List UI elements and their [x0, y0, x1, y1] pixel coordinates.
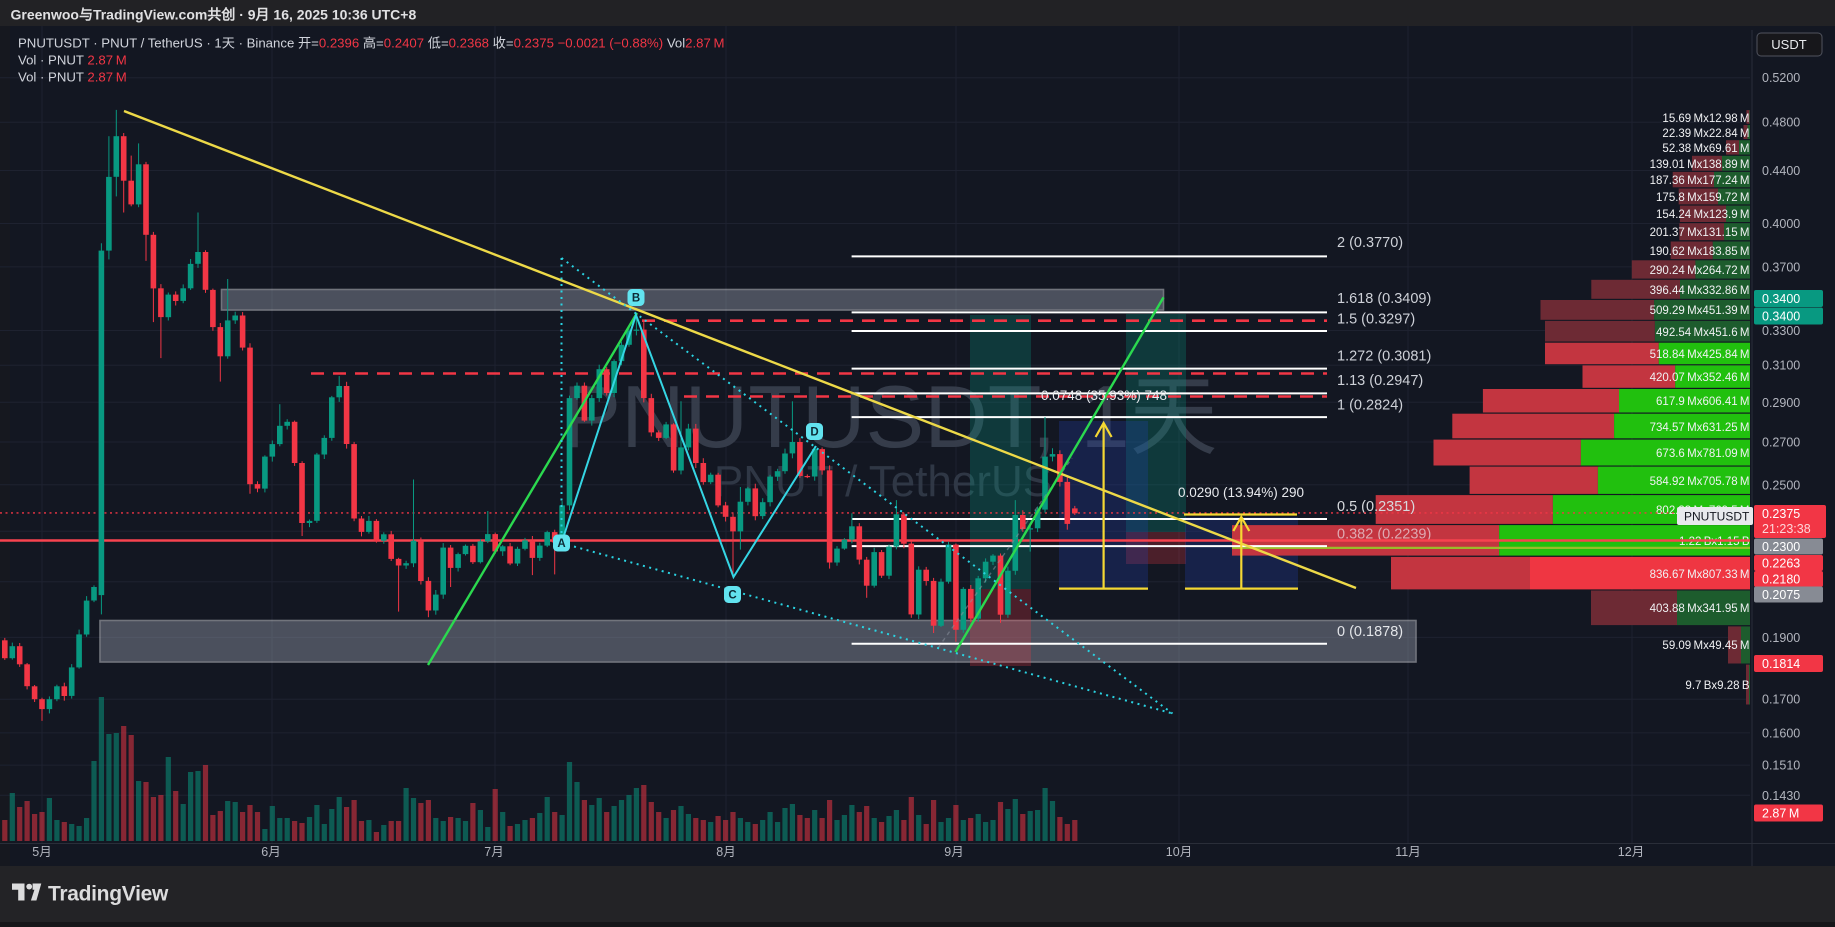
svg-text:509.29 Mx451.39 M: 509.29 Mx451.39 M	[1650, 305, 1750, 317]
svg-text:B: B	[632, 293, 640, 305]
svg-text:7月: 7月	[484, 845, 503, 859]
svg-text:584.92 Mx705.78 M: 584.92 Mx705.78 M	[1650, 476, 1750, 488]
svg-text:21:23:38: 21:23:38	[1762, 522, 1811, 536]
svg-text:0.3300: 0.3300	[1762, 324, 1800, 338]
svg-text:290.24 Mx264.72 M: 290.24 Mx264.72 M	[1650, 265, 1750, 277]
svg-text:673.6 Mx781.09 M: 673.6 Mx781.09 M	[1656, 448, 1749, 460]
svg-text:0.3400: 0.3400	[1762, 310, 1800, 324]
svg-text:0 (0.1878): 0 (0.1878)	[1337, 624, 1403, 640]
svg-text:1.5 (0.3297): 1.5 (0.3297)	[1337, 312, 1415, 328]
svg-text:1.22 Bx1.15 B: 1.22 Bx1.15 B	[1679, 536, 1750, 548]
svg-text:9.7 Bx9.28 B: 9.7 Bx9.28 B	[1685, 680, 1749, 692]
svg-text:59.09 Mx49.45 M: 59.09 Mx49.45 M	[1662, 640, 1749, 652]
svg-text:1.618 (0.3409): 1.618 (0.3409)	[1337, 291, 1431, 307]
svg-text:836.67 Mx807.33 M: 836.67 Mx807.33 M	[1650, 569, 1750, 581]
svg-text:0.5200: 0.5200	[1762, 71, 1800, 85]
svg-text:2 (0.3770): 2 (0.3770)	[1337, 235, 1403, 251]
svg-text:PNUTUSDT: PNUTUSDT	[1684, 510, 1750, 524]
svg-text:Vol · PNUT 2.87 M: Vol · PNUT 2.87 M	[18, 53, 127, 68]
svg-text:0.4800: 0.4800	[1762, 116, 1800, 130]
svg-text:A: A	[557, 538, 565, 550]
svg-text:2.87 M: 2.87 M	[1762, 807, 1799, 821]
svg-text:Greenwoo与TradingView.com共创 · 9: Greenwoo与TradingView.com共创 · 9月 16, 2025…	[11, 7, 417, 23]
svg-text:0.1430: 0.1430	[1762, 789, 1800, 803]
svg-text:12月: 12月	[1618, 845, 1644, 859]
svg-text:10月: 10月	[1166, 845, 1192, 859]
svg-text:0.1900: 0.1900	[1762, 631, 1800, 645]
svg-text:420.07 Mx352.46 M: 420.07 Mx352.46 M	[1650, 372, 1750, 384]
svg-text:0.2180: 0.2180	[1762, 573, 1800, 587]
svg-text:0.1600: 0.1600	[1762, 726, 1800, 740]
svg-text:0.2263: 0.2263	[1762, 557, 1800, 571]
svg-text:0.2300: 0.2300	[1762, 540, 1800, 554]
svg-text:492.54 Mx451.6 M: 492.54 Mx451.6 M	[1656, 327, 1749, 339]
svg-text:52.38 Mx69.61 M: 52.38 Mx69.61 M	[1662, 143, 1749, 155]
svg-text:403.88 Mx341.95 M: 403.88 Mx341.95 M	[1650, 603, 1750, 615]
svg-text:154.24 Mx123.9 M: 154.24 Mx123.9 M	[1656, 209, 1749, 221]
svg-text:0.4000: 0.4000	[1762, 217, 1800, 231]
svg-text:6月: 6月	[261, 845, 280, 859]
svg-text:11月: 11月	[1395, 845, 1420, 859]
svg-text:C: C	[728, 590, 736, 602]
svg-text:0.0748 (35.93%) 748: 0.0748 (35.93%) 748	[1041, 388, 1167, 403]
svg-text:0.2500: 0.2500	[1762, 478, 1800, 492]
svg-text:175.8 Mx159.72 M: 175.8 Mx159.72 M	[1656, 192, 1749, 204]
svg-text:0.2900: 0.2900	[1762, 396, 1800, 410]
svg-text:15.69 Mx12.98 M: 15.69 Mx12.98 M	[1662, 113, 1749, 125]
svg-text:Vol · PNUT 2.87 M: Vol · PNUT 2.87 M	[18, 70, 127, 85]
svg-text:TradingView: TradingView	[48, 883, 169, 906]
svg-text:1 (0.2824): 1 (0.2824)	[1337, 398, 1403, 414]
svg-text:201.37 Mx131.15 M: 201.37 Mx131.15 M	[1650, 227, 1750, 239]
svg-text:0.2700: 0.2700	[1762, 436, 1800, 450]
svg-text:0.3100: 0.3100	[1762, 359, 1800, 373]
svg-text:8月: 8月	[716, 845, 735, 859]
svg-text:0.3700: 0.3700	[1762, 260, 1800, 274]
svg-text:617.9 Mx606.41 M: 617.9 Mx606.41 M	[1656, 396, 1749, 408]
svg-text:734.57 Mx631.25 M: 734.57 Mx631.25 M	[1650, 422, 1750, 434]
svg-text:5月: 5月	[32, 845, 51, 859]
svg-text:0.3400: 0.3400	[1762, 292, 1800, 306]
svg-text:0.1510: 0.1510	[1762, 759, 1800, 773]
svg-text:PNUTUSDT · PNUT / TetherUS · 1: PNUTUSDT · PNUT / TetherUS · 1天 · Binanc…	[18, 35, 724, 51]
svg-text:518.84 Mx425.84 M: 518.84 Mx425.84 M	[1650, 349, 1750, 361]
svg-text:1.13 (0.2947): 1.13 (0.2947)	[1337, 373, 1423, 389]
svg-text:22.39 Mx22.84 M: 22.39 Mx22.84 M	[1662, 128, 1749, 140]
svg-text:0.1700: 0.1700	[1762, 693, 1800, 707]
svg-text:190.62 Mx183.85 M: 190.62 Mx183.85 M	[1650, 246, 1750, 258]
svg-text:9月: 9月	[944, 845, 963, 859]
svg-text:0.2375: 0.2375	[1762, 507, 1800, 521]
svg-text:0.5 (0.2351): 0.5 (0.2351)	[1337, 499, 1415, 515]
svg-text:0.4400: 0.4400	[1762, 164, 1800, 178]
svg-text:0.2075: 0.2075	[1762, 588, 1800, 602]
svg-text:0.0290 (13.94%) 290: 0.0290 (13.94%) 290	[1178, 485, 1304, 500]
svg-text:1.272 (0.3081): 1.272 (0.3081)	[1337, 349, 1431, 365]
svg-text:USDT: USDT	[1771, 37, 1806, 52]
svg-text:139.01 Mx138.89 M: 139.01 Mx138.89 M	[1650, 159, 1750, 171]
svg-text:0.1814: 0.1814	[1762, 657, 1800, 671]
svg-text:0.382 (0.2239): 0.382 (0.2239)	[1337, 527, 1431, 543]
svg-text:D: D	[810, 427, 818, 439]
svg-text:187.36 Mx177.24 M: 187.36 Mx177.24 M	[1650, 175, 1750, 187]
svg-text:396.44 Mx332.86 M: 396.44 Mx332.86 M	[1650, 285, 1750, 297]
